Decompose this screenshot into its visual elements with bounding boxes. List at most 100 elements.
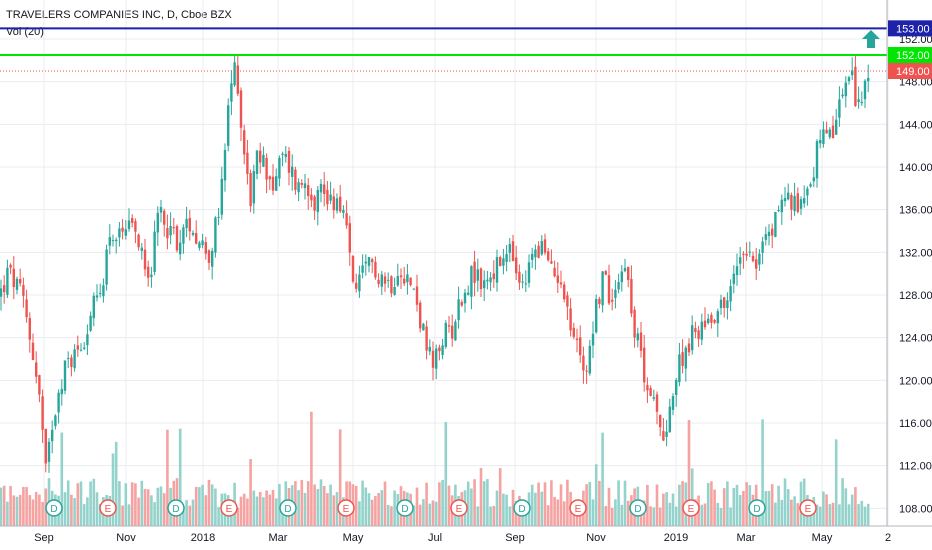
volume-bar — [383, 481, 387, 526]
candle-body — [67, 358, 70, 360]
candle-body — [73, 349, 76, 369]
candle-body — [867, 77, 870, 82]
candle-body — [819, 140, 822, 144]
price-tag-last-bg — [888, 63, 932, 79]
candle-body — [316, 189, 319, 212]
candle-body — [307, 185, 310, 197]
price-tag-last: 149.00 — [896, 66, 930, 78]
volume-bar — [537, 482, 540, 526]
candle-body — [380, 274, 383, 287]
candle-body — [425, 326, 428, 351]
volume-bar — [422, 499, 425, 526]
event-marker-label: D — [284, 504, 291, 515]
volume-bar — [646, 484, 649, 526]
event-marker-label: E — [456, 504, 463, 515]
candle-body — [329, 194, 332, 201]
volume-bar — [95, 492, 99, 526]
candle-body — [735, 266, 739, 276]
candle-body — [659, 414, 662, 428]
volume-bar — [66, 480, 70, 526]
event-marker-dividend: D — [513, 499, 531, 517]
volume-bar — [847, 504, 851, 526]
volume-bar — [767, 490, 771, 526]
volume-bar — [668, 502, 672, 526]
candle-body — [742, 253, 745, 255]
volume-bar — [655, 484, 659, 526]
candle-body — [415, 286, 419, 305]
volume-bar — [130, 482, 134, 526]
candle-body — [172, 227, 175, 229]
candle-body — [665, 431, 668, 437]
volume-bar — [774, 502, 777, 526]
candle-body — [575, 338, 579, 341]
candle-body — [719, 299, 723, 309]
candle-body — [822, 129, 825, 144]
volume-bar — [620, 504, 624, 526]
volume-bar — [815, 504, 819, 526]
volume-bar — [335, 492, 339, 526]
volume-bar — [505, 494, 508, 526]
candle-body — [198, 242, 201, 248]
volume-bar — [156, 487, 160, 526]
candle-body — [220, 178, 223, 215]
volume-bar — [319, 479, 323, 526]
candle-body — [633, 309, 636, 338]
event-marker-label: E — [688, 504, 695, 515]
candle-body — [518, 271, 521, 283]
candle-body — [851, 70, 854, 76]
volume-bar — [204, 495, 208, 526]
volume-bar — [364, 487, 368, 526]
volume-bar — [498, 468, 502, 526]
candle-body — [793, 196, 796, 212]
price-tick-label: 112.00 — [899, 461, 932, 473]
volume-bar — [623, 480, 627, 526]
volume-bar — [217, 507, 220, 526]
volume-bar — [134, 483, 137, 526]
event-marker-circle — [513, 499, 531, 517]
time-tick-label: Mar — [737, 532, 756, 544]
price-tag-blue-bg — [888, 20, 932, 37]
candle-body — [499, 257, 502, 266]
volume-bar — [447, 485, 451, 526]
volume-bar — [191, 499, 195, 526]
candle-body — [22, 285, 25, 296]
volume-bar — [60, 432, 64, 526]
candle-body — [521, 281, 524, 283]
volume-bar — [828, 504, 832, 526]
event-marker-label: D — [634, 504, 641, 515]
volume-bar — [761, 419, 764, 526]
candle-body — [351, 256, 355, 282]
volume-bar — [377, 492, 380, 526]
volume-bar — [860, 500, 864, 526]
event-marker-label: E — [226, 504, 233, 515]
candle-body — [361, 265, 364, 273]
volume-bar — [745, 482, 748, 526]
candle-body — [111, 240, 115, 242]
volume-bar — [441, 479, 444, 526]
candle-body — [563, 284, 566, 300]
candle-body — [713, 319, 716, 323]
volume-bar — [18, 494, 22, 526]
candle-body — [630, 278, 633, 314]
time-tick-label: Nov — [116, 532, 136, 544]
candle-body — [121, 227, 124, 232]
volume-bar — [316, 488, 320, 526]
candle-body — [681, 352, 684, 366]
volume-bar — [297, 490, 300, 526]
event-marker-label: D — [753, 504, 760, 515]
volume-bar — [735, 484, 739, 526]
candle-body — [857, 99, 860, 103]
candle-body — [246, 152, 249, 174]
candle-body — [76, 345, 79, 350]
volume-bar — [540, 491, 544, 526]
candle-body — [780, 199, 783, 213]
volume-bar — [783, 478, 787, 526]
candle-body — [476, 269, 479, 281]
candle-body — [812, 177, 815, 182]
volume-bar — [98, 503, 102, 526]
volume-bar — [207, 479, 211, 526]
event-marker-label: D — [401, 504, 408, 515]
candle-body — [387, 279, 390, 281]
volume-bar — [255, 496, 259, 526]
